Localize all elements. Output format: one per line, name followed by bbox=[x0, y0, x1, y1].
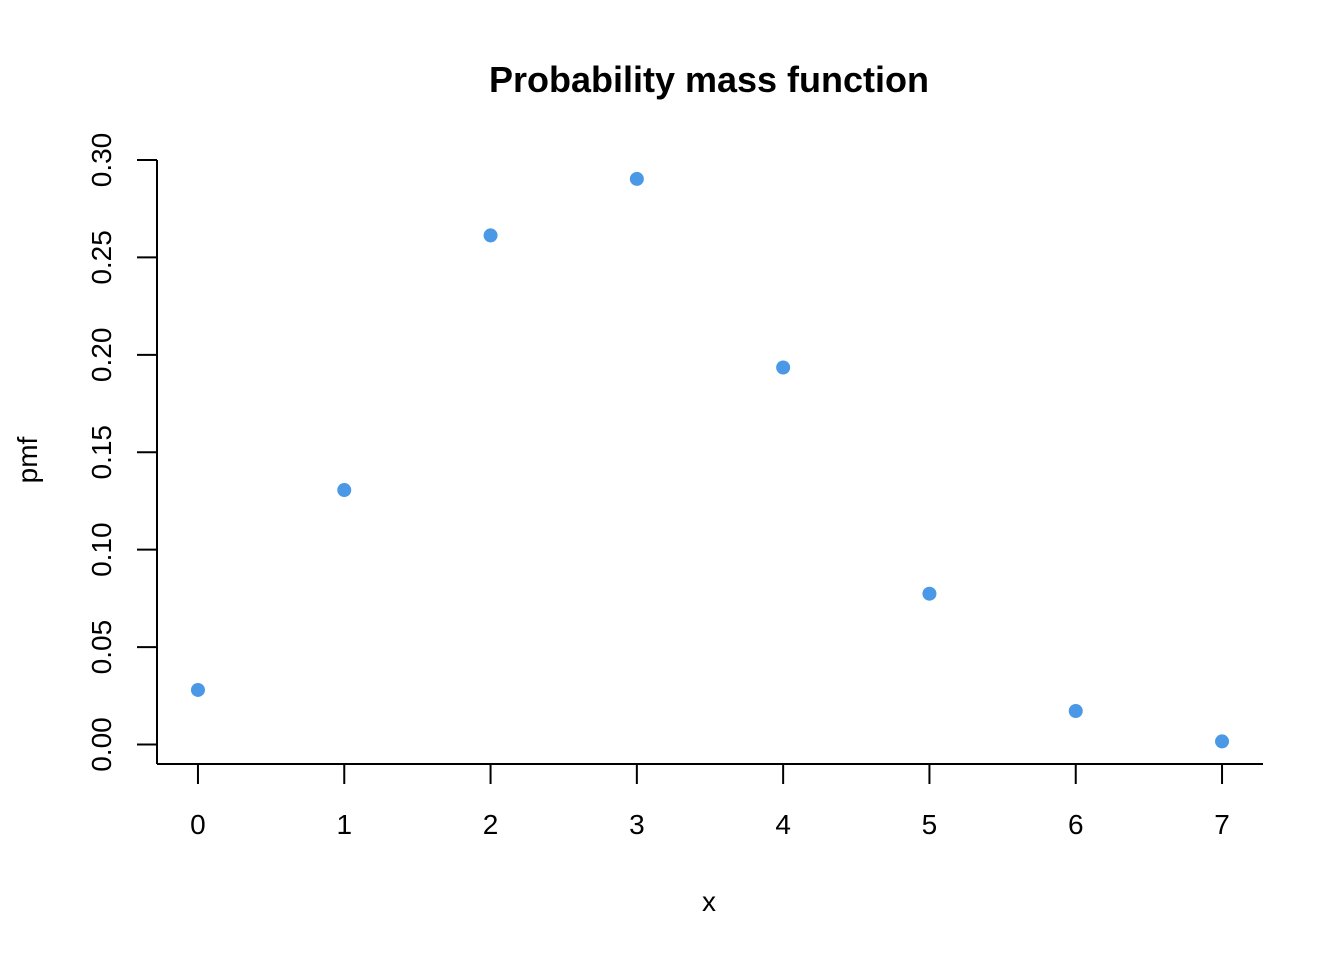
x-tick-label: 4 bbox=[775, 809, 791, 840]
x-axis: 0 1 2 3 4 5 6 7 bbox=[157, 763, 1263, 840]
y-tick-label: 0.25 bbox=[86, 230, 117, 285]
data-point bbox=[776, 360, 791, 375]
x-tick-label: 7 bbox=[1214, 809, 1230, 840]
data-point bbox=[1215, 734, 1230, 749]
data-point bbox=[190, 682, 205, 697]
x-tick-label: 0 bbox=[190, 809, 206, 840]
y-tick-label: 0.00 bbox=[86, 717, 117, 772]
y-tick-label: 0.10 bbox=[86, 522, 117, 577]
y-tick-label: 0.20 bbox=[86, 328, 117, 383]
y-tick-label: 0.15 bbox=[86, 425, 117, 480]
x-tick-label: 5 bbox=[922, 809, 938, 840]
x-tick-label: 3 bbox=[629, 809, 645, 840]
data-point bbox=[629, 171, 644, 186]
data-point bbox=[483, 228, 498, 243]
x-tick-label: 1 bbox=[336, 809, 352, 840]
data-points bbox=[190, 171, 1230, 749]
y-tick-label: 0.05 bbox=[86, 620, 117, 675]
x-tick-label: 2 bbox=[483, 809, 499, 840]
y-tick-label: 0.30 bbox=[86, 133, 117, 188]
chart-title: Probability mass function bbox=[489, 59, 929, 100]
data-point bbox=[337, 483, 352, 498]
x-tick-label: 6 bbox=[1068, 809, 1084, 840]
y-axis-label: pmf bbox=[12, 436, 43, 483]
y-axis: 0.00 0.05 0.10 0.15 0.20 0.25 0.30 bbox=[86, 133, 158, 772]
x-axis-label: x bbox=[702, 886, 716, 917]
data-point bbox=[1068, 704, 1083, 719]
data-point bbox=[922, 586, 937, 601]
